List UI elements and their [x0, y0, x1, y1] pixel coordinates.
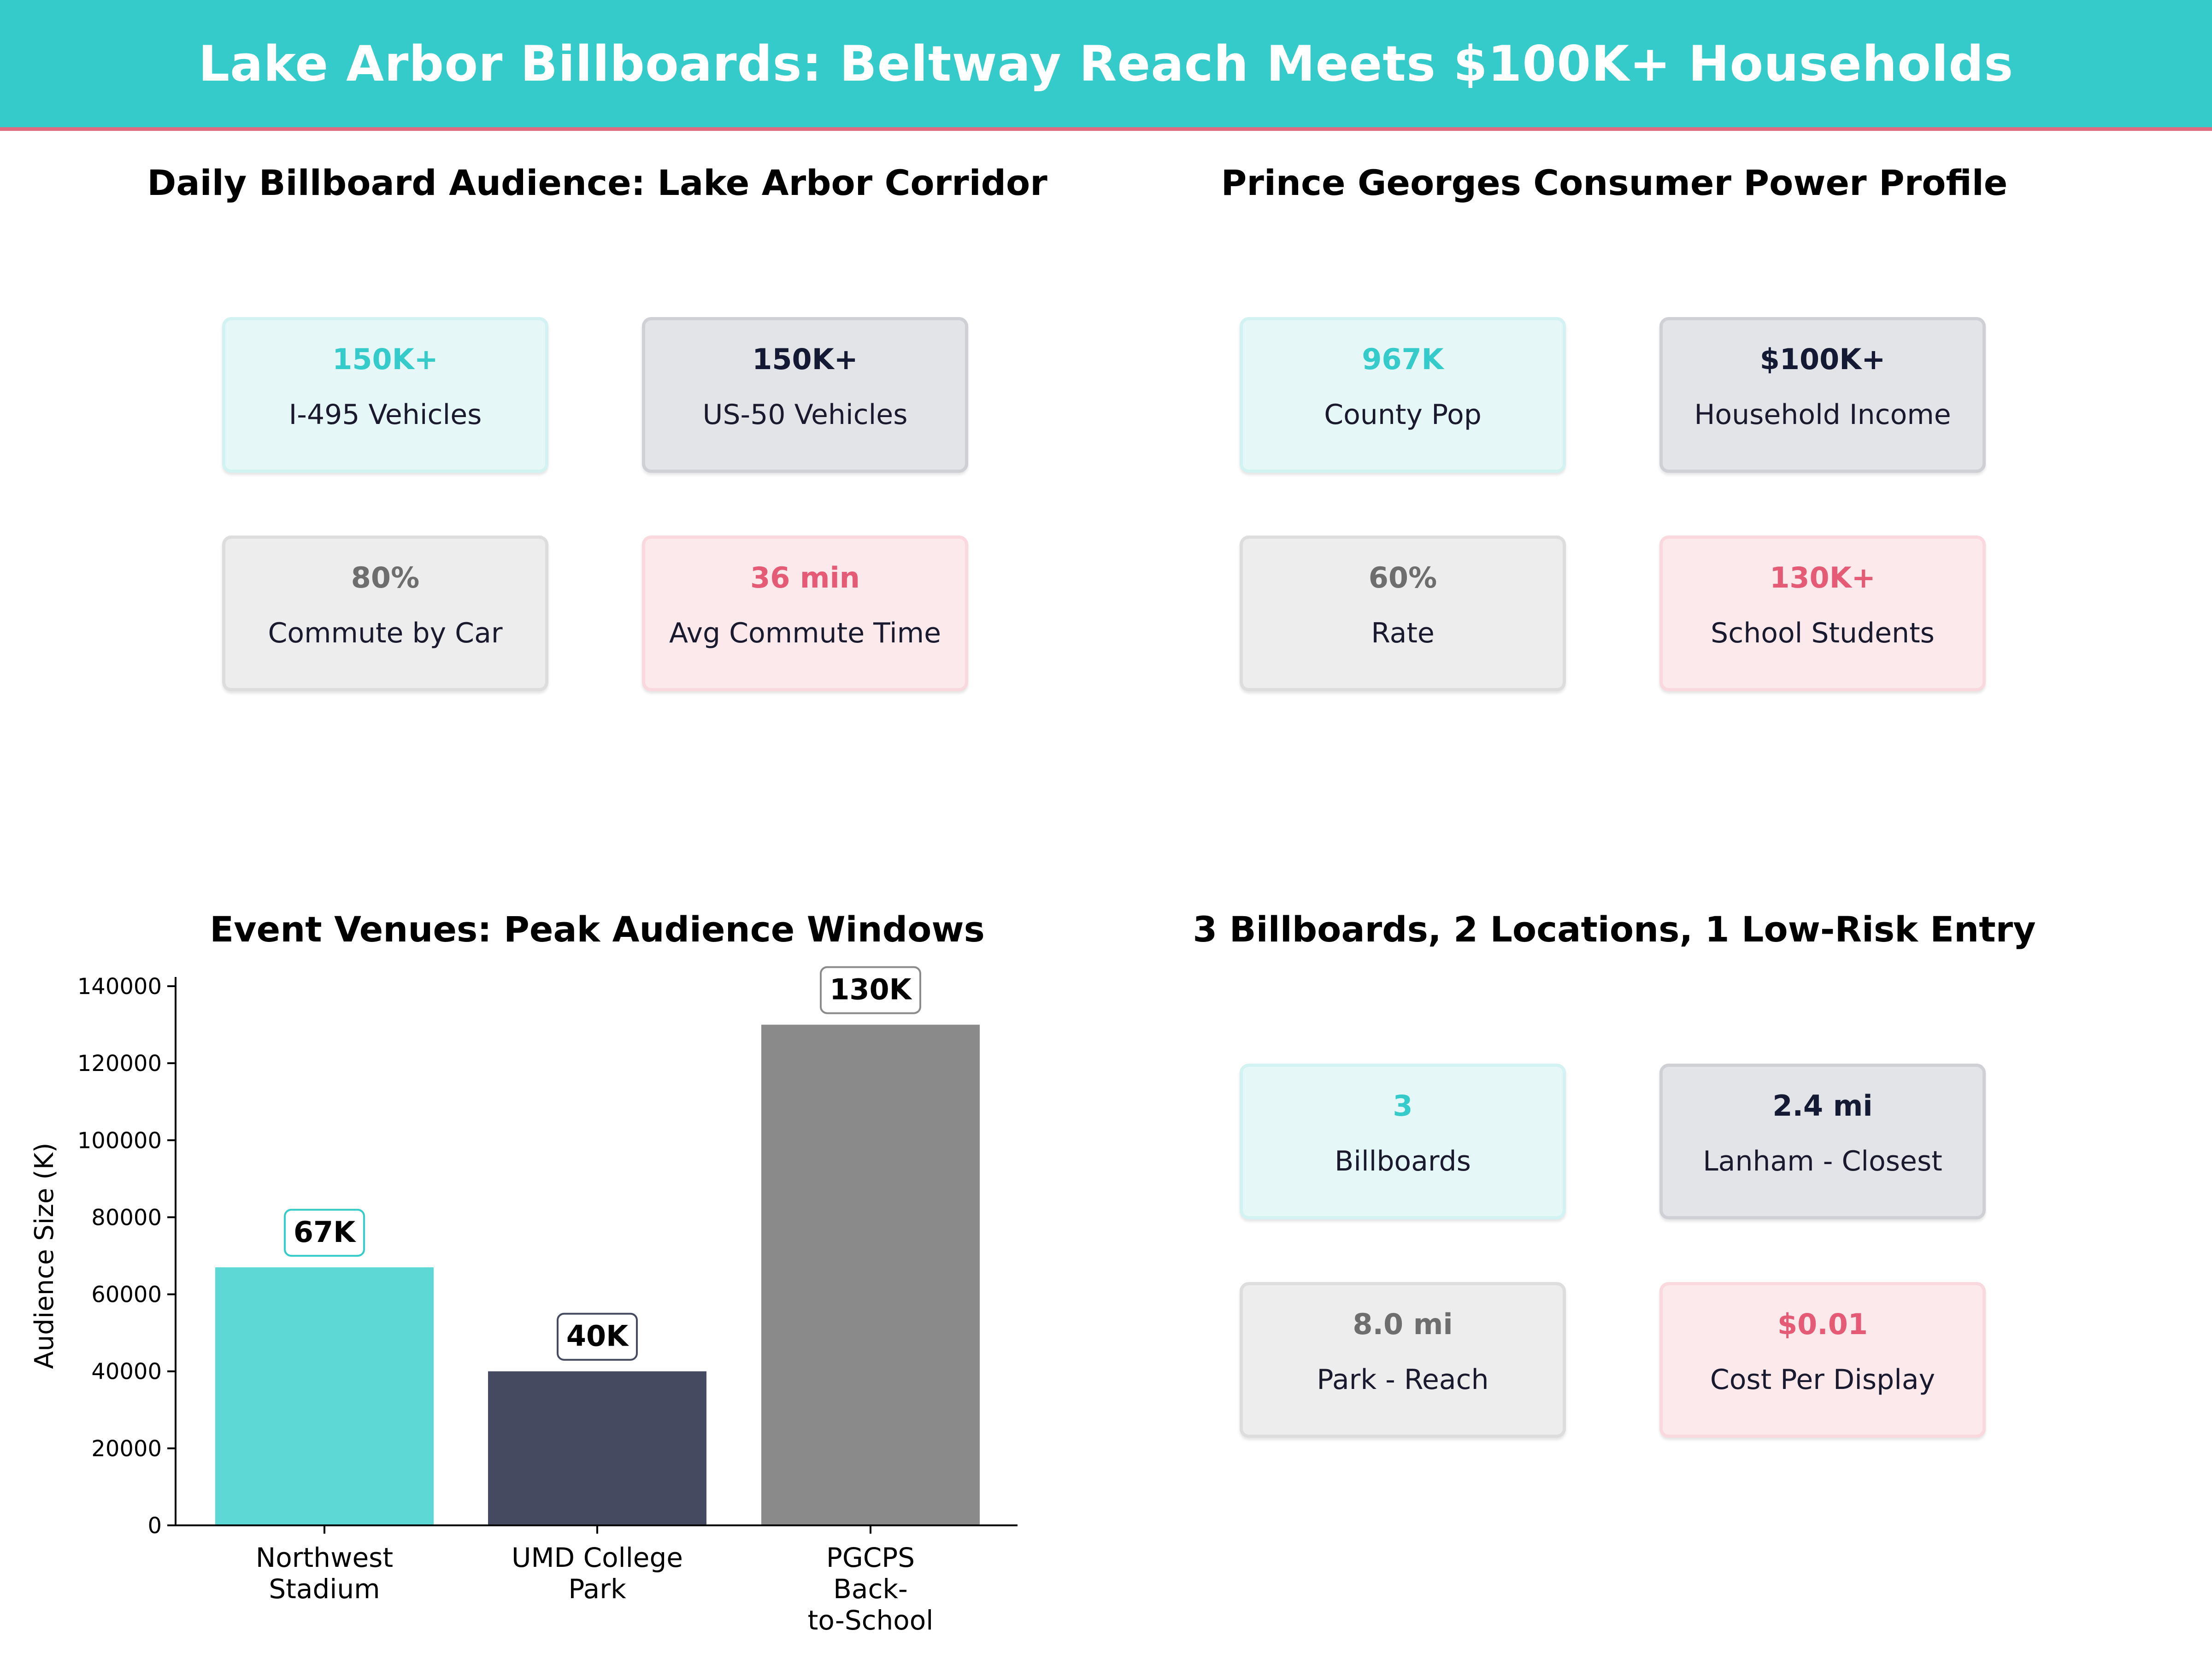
y-tick-label: 120000	[77, 1051, 162, 1077]
kpi-value: 150K+	[332, 342, 438, 376]
kpi-label: US-50 Vehicles	[702, 399, 908, 431]
venues-panel-title: Event Venues: Peak Audience Windows	[210, 909, 985, 950]
audience-panel-title: Daily Billboard Audience: Lake Arbor Cor…	[147, 162, 1047, 203]
kpi-value: 60%	[1368, 561, 1437, 594]
x-tick-label: Park	[568, 1573, 626, 1605]
kpi-label: Park - Reach	[1317, 1364, 1489, 1396]
kpi-value: 3	[1393, 1089, 1413, 1123]
kpi-label: School Students	[1711, 617, 1935, 649]
y-tick-label: 60000	[91, 1282, 162, 1308]
y-tick-label: 100000	[77, 1128, 162, 1153]
bar-data-label: 130K	[830, 973, 912, 1006]
x-tick-label: to-School	[808, 1605, 934, 1636]
kpi-value: 150K+	[752, 342, 858, 376]
kpi-card-rate: 60% Rate	[1240, 535, 1566, 691]
x-tick-label: Stadium	[269, 1573, 380, 1605]
page-title: Lake Arbor Billboards: Beltway Reach Mee…	[198, 35, 2014, 92]
kpi-label: Cost Per Display	[1710, 1364, 1936, 1396]
venue-bar-chart: 0 20000 40000 60000 80000 100000 120000 140000 6…	[29, 966, 1018, 1636]
kpi-card-i495-vehicles: 150K+ I-495 Vehicles	[222, 317, 548, 473]
kpi-label: Commute by Car	[268, 617, 503, 649]
x-tick-label: Northwest	[256, 1542, 393, 1573]
kpi-value: $0.01	[1777, 1307, 1868, 1341]
kpi-value: $100K+	[1759, 342, 1886, 376]
bar-data-label: 40K	[566, 1319, 629, 1353]
kpi-card-lanham-closest: 2.4 mi Lanham - Closest	[1659, 1064, 1986, 1219]
y-tick-label: 80000	[91, 1205, 162, 1230]
y-tick-label: 20000	[91, 1436, 162, 1462]
kpi-label: Lanham - Closest	[1703, 1145, 1942, 1177]
kpi-card-us50-vehicles: 150K+ US-50 Vehicles	[642, 317, 968, 473]
bar-data-label-box	[284, 1209, 365, 1257]
kpi-value: 80%	[351, 561, 420, 594]
y-axis-label: Audience Size (K)	[29, 1142, 59, 1369]
kpi-value: 8.0 mi	[1353, 1307, 1453, 1341]
kpi-label: Household Income	[1694, 399, 1951, 431]
header-banner: Lake Arbor Billboards: Beltway Reach Mee…	[0, 0, 2212, 131]
kpi-value: 130K+	[1770, 561, 1876, 594]
bar-data-label: 67K	[294, 1215, 356, 1249]
bar	[488, 1371, 706, 1525]
kpi-label: County Pop	[1324, 399, 1482, 431]
kpi-card-avg-commute-time: 36 min Avg Commute Time	[642, 535, 968, 691]
kpi-value: 2.4 mi	[1772, 1089, 1873, 1123]
kpi-label: Rate	[1371, 617, 1435, 649]
bar	[761, 1024, 980, 1525]
kpi-card-school-students: 130K+ School Students	[1659, 535, 1986, 691]
kpi-card-park-reach: 8.0 mi Park - Reach	[1240, 1282, 1566, 1438]
bar	[215, 1267, 434, 1525]
bar-data-label-box	[557, 1312, 638, 1361]
kpi-label: I-495 Vehicles	[288, 399, 482, 431]
kpi-label: Avg Commute Time	[669, 617, 941, 649]
kpi-card-county-pop: 967K County Pop	[1240, 317, 1566, 473]
bar-data-label-box	[820, 966, 921, 1014]
kpi-card-household-income: $100K+ Household Income	[1659, 317, 1986, 473]
consumer-panel-title: Prince Georges Consumer Power Profile	[1221, 162, 2008, 203]
x-tick-label: UMD College	[512, 1542, 683, 1573]
kpi-label: Billboards	[1335, 1145, 1471, 1177]
x-tick-label: Back-	[833, 1573, 908, 1605]
kpi-value: 967K	[1362, 342, 1444, 376]
y-tick-label: 0	[147, 1513, 162, 1539]
x-tick-label: PGCPS	[826, 1542, 915, 1573]
y-tick-label: 40000	[91, 1359, 162, 1385]
y-tick-label: 140000	[77, 974, 162, 1000]
entry-panel-title: 3 Billboards, 2 Locations, 1 Low-Risk En…	[1193, 909, 2036, 950]
kpi-card-commute-by-car: 80% Commute by Car	[222, 535, 548, 691]
kpi-value: 36 min	[750, 561, 860, 594]
kpi-card-billboards: 3 Billboards	[1240, 1064, 1566, 1219]
kpi-card-cost-per-display: $0.01 Cost Per Display	[1659, 1282, 1986, 1438]
